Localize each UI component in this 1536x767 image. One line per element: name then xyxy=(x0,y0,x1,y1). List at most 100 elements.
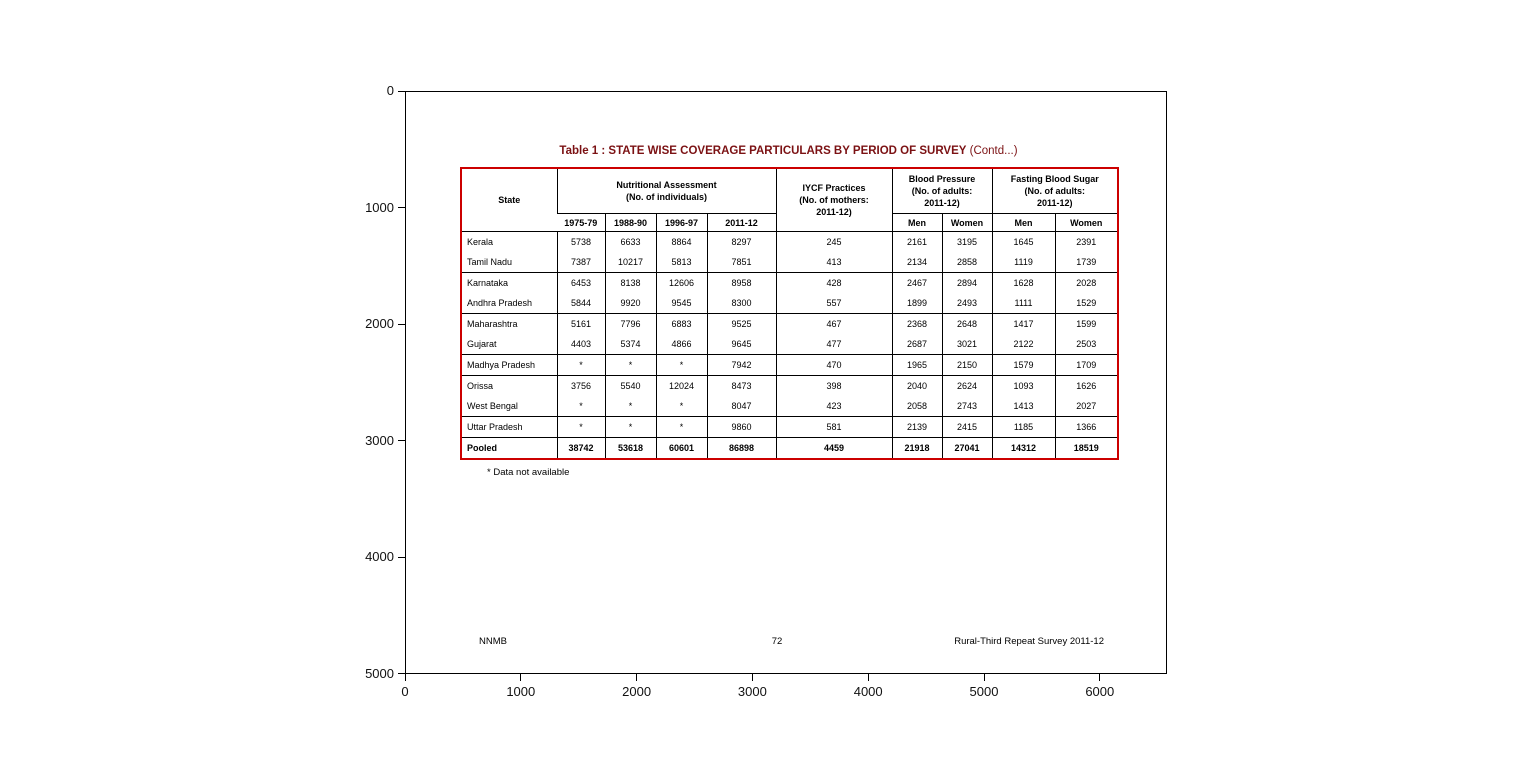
value-cell: 398 xyxy=(775,375,893,396)
value-cell: 7851 xyxy=(706,252,777,273)
value-cell: 4459 xyxy=(775,437,893,459)
value-cell: 9860 xyxy=(706,416,777,438)
value-cell: 1366 xyxy=(1054,416,1119,438)
value-cell: 8864 xyxy=(655,231,707,252)
y-tick-mark xyxy=(398,90,405,92)
table-row: Gujarat 4403 5374 4866 9645 477 2687 3021 2122 25… xyxy=(461,334,1119,355)
value-cell: 1417 xyxy=(991,313,1056,334)
header-group: Blood Pressure (No. of adults: 2011-12) xyxy=(891,168,993,214)
value-cell: 12606 xyxy=(655,272,707,293)
header-group: IYCF Practices (No. of mothers: 2011-12) xyxy=(775,168,893,232)
value-cell: 2493 xyxy=(941,293,993,314)
value-cell: 470 xyxy=(775,354,893,376)
value-cell: 1709 xyxy=(1054,354,1119,376)
footer-survey: Rural-Third Repeat Survey 2011-12 xyxy=(954,636,1104,647)
value-cell: 2467 xyxy=(891,272,943,293)
value-cell: 3195 xyxy=(941,231,993,252)
value-cell: 9525 xyxy=(706,313,777,334)
value-cell: 1093 xyxy=(991,375,1056,396)
state-cell: Madhya Pradesh xyxy=(461,354,557,376)
value-cell: 4866 xyxy=(655,334,707,355)
value-cell: 477 xyxy=(775,334,893,355)
value-cell: 14312 xyxy=(991,437,1056,459)
x-tick-mark xyxy=(404,674,406,681)
value-cell: 6883 xyxy=(655,313,707,334)
value-cell: 2058 xyxy=(891,396,943,417)
x-tick-label: 0 xyxy=(401,684,409,699)
value-cell: 2503 xyxy=(1054,334,1119,355)
value-cell: 21918 xyxy=(891,437,943,459)
value-cell: 38742 xyxy=(556,437,605,459)
value-cell: * xyxy=(604,416,656,438)
y-tick-label: 3000 xyxy=(365,432,394,448)
table-row: Karnataka 6453 8138 12606 8958 428 2467 2894 162… xyxy=(461,272,1119,293)
page-number: 72 xyxy=(771,636,783,647)
y-tick-label: 2000 xyxy=(365,316,394,331)
x-tick-label: 3000 xyxy=(737,684,767,699)
state-cell: Karnataka xyxy=(461,272,557,293)
x-tick-label: 1000 xyxy=(506,684,536,699)
x-tick-mark xyxy=(1099,674,1101,681)
value-cell: 467 xyxy=(775,313,893,334)
table-title-contd: (Contd...) xyxy=(966,145,1018,157)
value-cell: 5738 xyxy=(556,231,605,252)
table-row: Tamil Nadu 7387 10217 5813 7851 413 2134 2858 11… xyxy=(461,252,1119,273)
value-cell: 1413 xyxy=(991,396,1056,417)
y-tick-label: 5000 xyxy=(365,665,394,681)
value-cell: 2415 xyxy=(941,416,993,438)
table-title-main: Table 1 : STATE WISE COVERAGE PARTICULAR… xyxy=(559,145,967,157)
y-tick-label: 4000 xyxy=(365,549,394,564)
value-cell: 3756 xyxy=(556,375,605,396)
value-cell: 2139 xyxy=(891,416,943,438)
value-cell: 9645 xyxy=(706,334,777,355)
state-cell: West Bengal xyxy=(467,401,518,411)
table-body: Kerala 5738 6633 8864 8297 245 2161 3195 1645 239… xyxy=(461,231,1119,459)
x-tick-mark xyxy=(751,674,753,681)
value-cell: 7942 xyxy=(706,354,777,376)
value-cell: 2687 xyxy=(891,334,943,355)
footer-org: NNMB xyxy=(479,636,507,647)
table-row: Maharashtra 5161 7796 6883 9525 467 2368 2648 14… xyxy=(461,313,1119,334)
table-row: Andhra Pradesh 5844 9920 9545 8300 557 1899 249… xyxy=(461,293,1119,314)
header-sub: Men xyxy=(991,213,1056,232)
x-tick-label: 2000 xyxy=(622,684,652,699)
state-cell: Kerala xyxy=(467,237,494,247)
state-cell: Pooled xyxy=(461,437,557,459)
y-tick-mark xyxy=(398,323,405,325)
state-cell: Gujarat xyxy=(467,339,497,349)
value-cell: 10217 xyxy=(604,252,656,273)
value-cell: 557 xyxy=(775,293,893,314)
header-sub: 1975-79 xyxy=(557,213,605,232)
value-cell: 7387 xyxy=(556,252,605,273)
header-sub: 1988-90 xyxy=(604,213,656,232)
value-cell: 1579 xyxy=(991,354,1056,376)
value-cell: 1626 xyxy=(1054,375,1119,396)
value-cell: 27041 xyxy=(941,437,993,459)
header-sub: 1996-97 xyxy=(655,213,707,232)
value-cell: 8958 xyxy=(706,272,777,293)
value-cell: 1899 xyxy=(891,293,943,314)
value-cell: * xyxy=(655,396,707,417)
value-cell: 2122 xyxy=(991,334,1056,355)
y-tick-label: 1000 xyxy=(365,199,394,215)
x-tick-mark xyxy=(983,674,985,681)
state-cell: Uttar Pradesh xyxy=(461,416,557,438)
x-tick-label: 5000 xyxy=(969,684,999,699)
y-tick-mark xyxy=(398,556,405,558)
value-cell: 2894 xyxy=(941,272,993,293)
value-cell: 8297 xyxy=(706,231,777,252)
value-cell: 1111 xyxy=(991,293,1056,314)
value-cell: 7796 xyxy=(604,313,656,334)
value-cell: * xyxy=(556,396,605,417)
table-row: Kerala 5738 6633 8864 8297 245 2161 3195 1645 239… xyxy=(461,231,1119,252)
value-cell: 2391 xyxy=(1054,231,1119,252)
value-cell: 1599 xyxy=(1054,313,1119,334)
coverage-table: State Nutritional Assessment (No. of indiv… xyxy=(460,167,1120,460)
value-cell: 5813 xyxy=(655,252,707,273)
value-cell: 9545 xyxy=(655,293,707,314)
value-cell: 8047 xyxy=(706,396,777,417)
value-cell: * xyxy=(655,416,707,438)
value-cell: 245 xyxy=(775,231,893,252)
value-cell: 4403 xyxy=(556,334,605,355)
value-cell: 3021 xyxy=(941,334,993,355)
